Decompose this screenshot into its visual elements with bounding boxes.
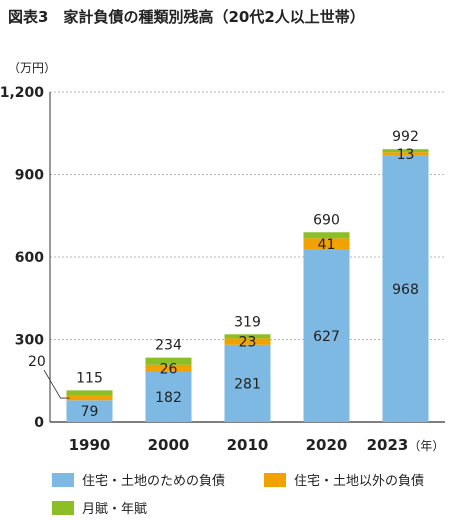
legend-item-installment: 月賦・年賦 [52, 498, 147, 517]
bar-segment [382, 155, 429, 423]
data-label-non-housing: 41 [318, 237, 336, 253]
x-tick-label: 2023（年） [367, 436, 445, 454]
legend-swatch-housing [52, 472, 74, 487]
data-label-non-housing: 20 [28, 354, 46, 370]
bar-segment [66, 395, 113, 401]
bar-segment [303, 249, 350, 422]
y-tick-label: 1,200 [0, 85, 44, 101]
legend-label-installment: 月賦・年賦 [82, 502, 148, 517]
leader-line [43, 369, 70, 399]
chart-title: 図表3 家計負債の種類別残高（20代2人以上世帯） [8, 8, 365, 26]
data-label-housing: 281 [234, 376, 261, 392]
bar-segment [66, 400, 113, 422]
data-label-total: 115 [76, 370, 103, 386]
data-label-non-housing: 13 [397, 147, 415, 163]
data-label-total: 690 [313, 212, 340, 228]
labels: （万円） 0 300 600 900 1,200 1990 79 20 115 2000 182 26 2… [0, 61, 444, 454]
x-tick-label: 2020 [306, 436, 348, 454]
bar-segment [303, 232, 350, 239]
y-tick-label: 600 [15, 250, 44, 266]
data-label-housing: 968 [392, 282, 419, 298]
bar-segment [224, 334, 271, 339]
data-label-total: 319 [234, 314, 261, 330]
data-label-total: 992 [392, 129, 419, 145]
legend-swatch-non-housing [264, 472, 286, 487]
bar-segment [224, 338, 271, 345]
data-label-housing: 182 [155, 390, 182, 406]
data-label-non-housing: 26 [160, 361, 178, 377]
x-tick-label: 2010 [227, 436, 269, 454]
y-axis-unit-label: （万円） [8, 61, 56, 75]
x-axis-unit-label: （年） [408, 439, 444, 453]
bar-segment [145, 357, 192, 365]
legend-label-housing: 住宅・土地のための負債 [82, 474, 226, 489]
data-label-non-housing: 23 [239, 335, 257, 351]
bar-segment [382, 149, 429, 153]
legend-item-non-housing: 住宅・土地以外の負債 [264, 470, 424, 489]
bar-segment [145, 364, 192, 372]
y-tick-label: 300 [15, 333, 44, 349]
legend-item-housing: 住宅・土地のための負債 [52, 470, 225, 489]
bar-segment [145, 371, 192, 422]
legend-swatch-installment [52, 500, 74, 515]
data-label-housing: 627 [313, 329, 340, 345]
stacked-bar-chart: （万円） 0 300 600 900 1,200 1990 79 20 115 2000 182 26 2… [0, 61, 445, 454]
bar-segment [382, 152, 429, 156]
data-label-housing: 79 [81, 404, 99, 420]
data-label-total: 234 [155, 338, 182, 354]
y-tick-label: 900 [15, 168, 44, 184]
x-tick-label: 2000 [148, 436, 190, 454]
x-tick-label: 1990 [69, 436, 111, 454]
y-tick-label: 0 [34, 415, 44, 431]
bar-segment [303, 238, 350, 250]
bars [66, 149, 429, 423]
legend-label-non-housing: 住宅・土地以外の負債 [294, 474, 425, 489]
bar-segment [66, 390, 113, 396]
bar-segment [224, 344, 271, 422]
